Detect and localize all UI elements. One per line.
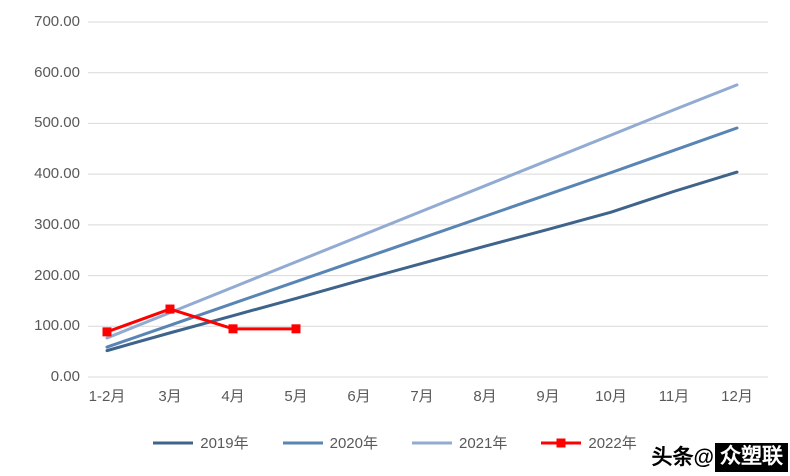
series-marker [291, 324, 301, 334]
series-marker [102, 327, 112, 337]
series-marker [165, 304, 175, 314]
legend-label: 2021年 [459, 435, 508, 452]
x-tick-label: 10月 [595, 388, 627, 405]
legend-label: 2020年 [329, 435, 378, 452]
x-tick-label: 4月 [221, 388, 245, 405]
series-line-2020年 [105, 126, 739, 349]
watermark-prefix: 头条@ [651, 445, 714, 469]
y-tick-label: 100.00 [34, 317, 80, 335]
x-tick-label: 11月 [658, 388, 690, 405]
y-tick-label: 300.00 [34, 215, 80, 233]
y-tick-label: 400.00 [34, 165, 80, 183]
legend-item-2019年: 2019年 [153, 432, 249, 453]
legend-swatch [282, 441, 323, 444]
x-tick-label: 3月 [158, 388, 182, 405]
series-line-2022年 [105, 307, 298, 334]
y-tick-label: 500.00 [34, 114, 80, 132]
y-tick-label: 200.00 [34, 266, 80, 284]
y-tick-label: 700.00 [34, 13, 80, 30]
legend-item-2022年: 2022年 [541, 432, 637, 453]
legend-swatch [541, 438, 582, 447]
legend-label: 2022年 [588, 435, 637, 452]
y-tick-label: 0.00 [50, 368, 80, 385]
y-tick-label: 600.00 [34, 63, 80, 81]
watermark: 头条@ 众塑联 [652, 443, 788, 472]
x-tick-label: 9月 [536, 388, 560, 405]
x-tick-label: 7月 [410, 388, 434, 405]
x-tick-label: 1-2月 [88, 388, 126, 405]
x-tick-label: 8月 [473, 388, 497, 405]
x-tick-label: 5月 [284, 388, 308, 405]
legend: 2019年 2020年 2021年 2022年 [80, 432, 710, 453]
legend-item-2021年: 2021年 [412, 432, 507, 453]
series-line-2021年 [105, 83, 739, 340]
x-tick-label: 12月 [721, 388, 753, 405]
legend-label: 2019年 [200, 435, 249, 452]
legend-item-2020年: 2020年 [282, 432, 378, 453]
series-marker [228, 324, 238, 334]
x-tick-label: 6月 [347, 388, 371, 405]
legend-swatch [412, 441, 452, 444]
watermark-name: 众塑联 [715, 443, 788, 472]
legend-swatch [153, 441, 194, 444]
series-line-2019年 [105, 170, 739, 353]
